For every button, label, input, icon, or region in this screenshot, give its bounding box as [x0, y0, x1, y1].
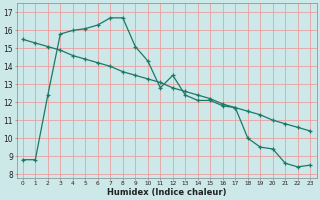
X-axis label: Humidex (Indice chaleur): Humidex (Indice chaleur)	[107, 188, 226, 197]
